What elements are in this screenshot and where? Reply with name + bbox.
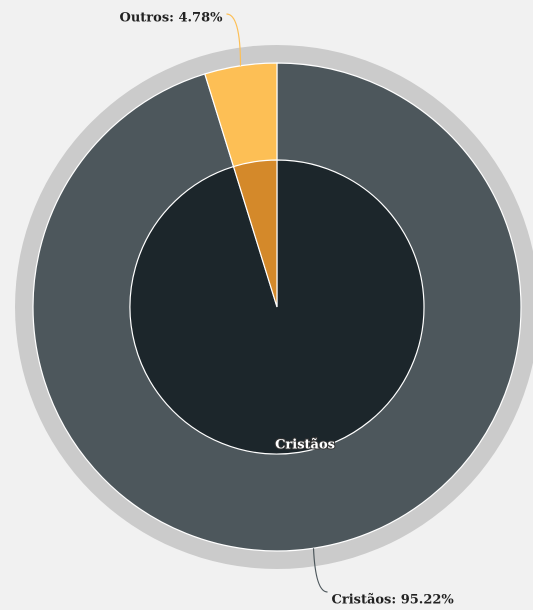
chart: Cristãos Cristãos: 95.22% Outros: 4.78% bbox=[0, 0, 533, 610]
data-label: Outros: 4.78% bbox=[120, 11, 224, 26]
data-label: Cristãos: 95.22% bbox=[332, 593, 455, 608]
inner-label: Cristãos bbox=[275, 438, 335, 453]
page: CristãosCristãos: 95.22%Outros: 4.78% ((… bbox=[0, 0, 533, 610]
